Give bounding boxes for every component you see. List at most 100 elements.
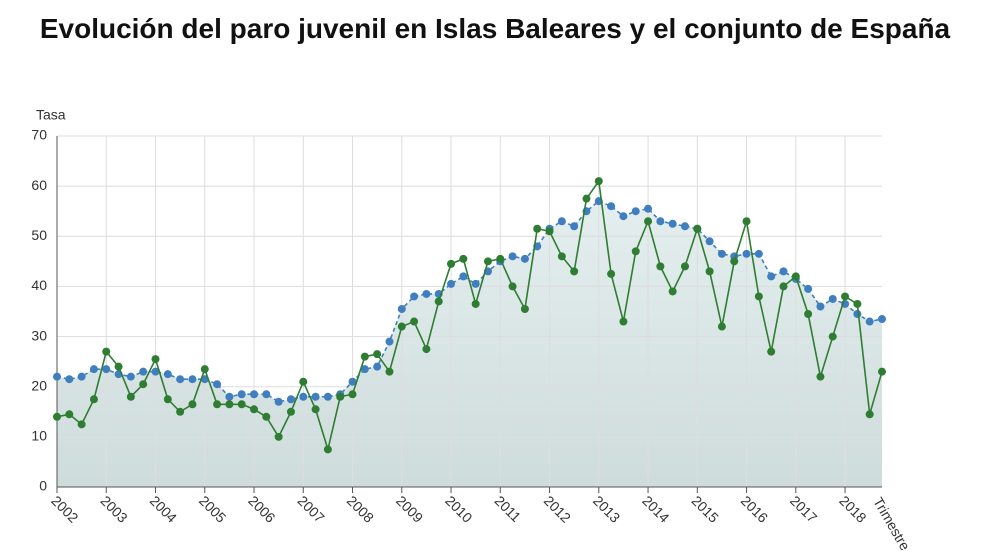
point	[779, 267, 788, 276]
point	[644, 204, 653, 213]
point	[742, 217, 751, 226]
point	[126, 392, 135, 401]
point	[754, 249, 763, 258]
point	[508, 282, 517, 291]
point	[176, 375, 185, 384]
point	[151, 355, 160, 364]
point	[705, 267, 714, 276]
point	[828, 332, 837, 341]
point	[545, 227, 554, 236]
point	[878, 367, 886, 376]
point	[878, 315, 886, 324]
x-tick-label: 2015	[689, 492, 722, 525]
point	[410, 292, 419, 301]
point	[471, 279, 480, 288]
point	[77, 372, 86, 381]
point	[447, 259, 456, 268]
x-tick-label: 2003	[98, 492, 131, 525]
point	[250, 390, 259, 399]
point	[311, 405, 320, 414]
y-tick-label: 30	[31, 327, 47, 343]
point	[422, 345, 431, 354]
point	[717, 249, 726, 258]
point	[791, 272, 800, 281]
point	[237, 390, 246, 399]
point	[114, 362, 123, 371]
y-axis-label: Tasa	[36, 107, 66, 123]
point	[348, 390, 357, 399]
point	[619, 212, 628, 221]
point	[188, 375, 197, 384]
point	[373, 350, 382, 359]
point	[656, 217, 665, 226]
point	[323, 392, 332, 401]
point	[385, 337, 394, 346]
point	[853, 310, 862, 319]
x-tick-label: 2017	[787, 492, 820, 525]
point	[804, 284, 813, 293]
point	[299, 392, 308, 401]
x-axis-label: Trimestre	[870, 494, 913, 553]
point	[508, 252, 517, 261]
point	[767, 347, 776, 356]
point	[151, 367, 160, 376]
point	[631, 207, 640, 216]
x-tick-label: 2011	[492, 492, 525, 525]
point	[656, 262, 665, 271]
point	[779, 282, 788, 291]
point	[717, 322, 726, 331]
point	[557, 252, 566, 261]
point	[594, 177, 603, 186]
point	[102, 365, 111, 374]
y-tick-label: 10	[31, 428, 47, 444]
x-tick-label: 2006	[245, 492, 278, 525]
point	[299, 377, 308, 386]
point	[102, 347, 111, 356]
point	[742, 249, 751, 258]
point	[520, 304, 529, 313]
point	[804, 310, 813, 319]
point	[557, 217, 566, 226]
point	[53, 372, 61, 381]
x-tick-label: 2009	[393, 492, 426, 525]
point	[816, 302, 825, 311]
point	[483, 257, 492, 266]
point	[582, 194, 591, 203]
point	[360, 365, 369, 374]
point	[225, 392, 234, 401]
point	[53, 412, 61, 421]
point	[853, 299, 862, 308]
point	[250, 405, 259, 414]
point	[126, 372, 135, 381]
y-tick-label: 70	[31, 127, 47, 143]
point	[323, 445, 332, 454]
point	[619, 317, 628, 326]
point	[286, 395, 295, 404]
y-tick-label: 40	[31, 277, 47, 293]
point	[163, 395, 172, 404]
point	[163, 370, 172, 379]
point	[139, 380, 148, 389]
x-tick-label: 2018	[836, 492, 869, 525]
area	[57, 201, 882, 487]
point	[668, 219, 677, 228]
point	[274, 432, 283, 441]
point	[65, 375, 74, 384]
point	[767, 272, 776, 281]
x-tick-label: 2005	[196, 492, 229, 525]
point	[385, 367, 394, 376]
x-tick-label: 2002	[48, 492, 81, 525]
point	[644, 217, 653, 226]
point	[533, 224, 542, 233]
point	[213, 380, 222, 389]
y-tick-label: 0	[39, 478, 47, 494]
point	[607, 269, 616, 278]
point	[373, 362, 382, 371]
point	[865, 410, 874, 419]
series-line	[56, 178, 883, 453]
point	[705, 237, 714, 246]
point	[188, 400, 197, 409]
point	[496, 254, 505, 263]
point	[274, 397, 283, 406]
